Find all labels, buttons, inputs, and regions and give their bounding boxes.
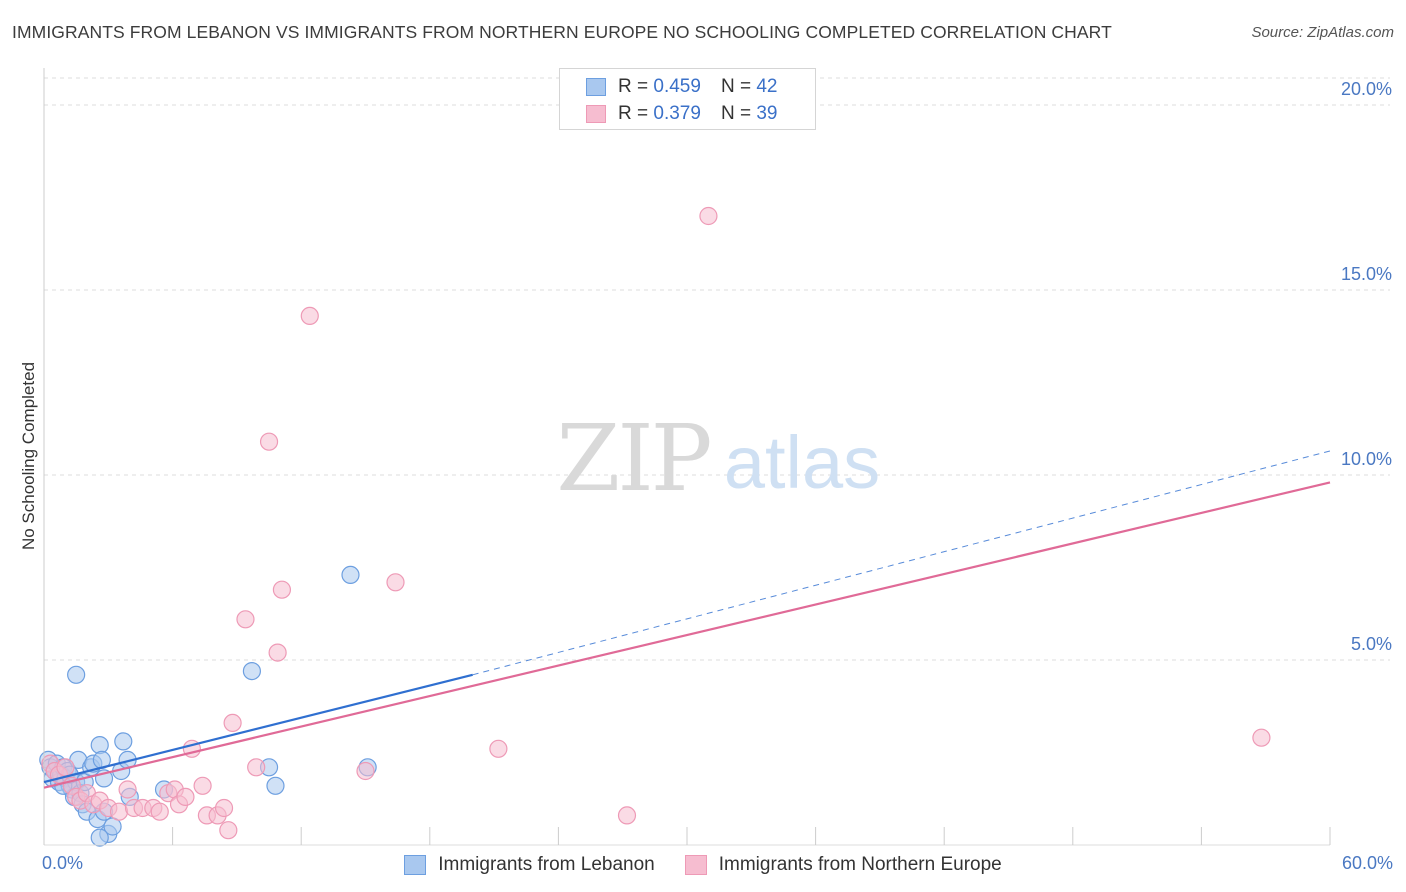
legend-label-northern-europe: Immigrants from Northern Europe (718, 854, 1002, 875)
data-point-pink (118, 780, 137, 799)
legend-r-value: 0.459 (653, 76, 701, 97)
legend-r-label: R = (618, 76, 649, 97)
data-point-pink (272, 580, 292, 599)
stats-legend: R = 0.459 N = 42 R = 0.379 N = 39 (559, 68, 816, 130)
data-point-pink (223, 713, 242, 733)
chart-source: Source: ZipAtlas.com (1251, 24, 1394, 41)
data-point-pink (699, 206, 718, 226)
trend-layer (43, 450, 1331, 789)
data-point-pink (268, 643, 287, 662)
data-point-pink (300, 306, 319, 325)
data-point-blue (266, 776, 285, 795)
y-tick-label: 10.0% (1341, 449, 1392, 469)
data-point-blue (90, 735, 109, 755)
grid-layer (44, 77, 1390, 661)
legend-n-value: 39 (756, 103, 778, 124)
axis-layer: 5.0% 10.0% 15.0% 20.0% 0.0% 60.0% (42, 68, 1393, 873)
legend-row-lebanon: R = 0.459 N = 42 (586, 75, 777, 99)
y-tick-label: 15.0% (1341, 264, 1392, 284)
trend-line-pink (43, 481, 1331, 789)
data-point-blue (242, 661, 262, 681)
y-tick-label: 5.0% (1351, 634, 1392, 654)
x-tick-label: 60.0% (1342, 853, 1393, 873)
y-tick-label: 20.0% (1341, 79, 1392, 99)
legend-swatch-blue (404, 855, 427, 875)
data-point-pink (1252, 728, 1271, 747)
data-point-pink (489, 739, 508, 758)
data-point-pink (193, 776, 212, 795)
watermark: ZIP atlas (556, 405, 880, 512)
data-point-pink (356, 761, 375, 781)
data-point-pink (386, 573, 405, 592)
trend-line-blue (43, 673, 473, 784)
data-point-blue (341, 565, 360, 585)
legend-swatch-blue (586, 78, 606, 96)
data-point-pink (247, 758, 266, 777)
data-point-pink (219, 821, 238, 840)
x-tick-label: 0.0% (42, 853, 83, 873)
watermark-zip: ZIP (556, 405, 709, 512)
legend-swatch-pink (586, 105, 606, 123)
points-layer (39, 206, 1271, 847)
legend-r-label: R = (618, 103, 649, 124)
legend-n-label: N = (720, 76, 752, 97)
legend-swatch-pink (684, 855, 707, 875)
data-point-pink (109, 802, 129, 821)
data-point-pink (176, 787, 195, 807)
data-point-blue (90, 828, 109, 847)
data-point-pink (150, 802, 169, 821)
data-point-blue (67, 665, 86, 684)
legend-row-northern-europe: R = 0.379 N = 39 (586, 102, 777, 126)
data-point-blue (114, 732, 133, 751)
watermark-atlas: atlas (724, 421, 880, 504)
series-legend: Immigrants from Lebanon Immigrants from … (0, 852, 1406, 878)
legend-r-value: 0.379 (653, 103, 701, 124)
legend-n-label: N = (720, 103, 752, 124)
data-point-pink (259, 432, 279, 451)
data-point-pink (214, 798, 234, 818)
legend-label-lebanon: Immigrants from Lebanon (438, 854, 655, 875)
legend-item-lebanon[interactable]: Immigrants from Lebanon (404, 854, 655, 876)
data-point-pink (236, 610, 255, 629)
trend-line-dashed (472, 450, 1331, 676)
chart-title: IMMIGRANTS FROM LEBANON VS IMMIGRANTS FR… (12, 22, 1112, 42)
y-axis-label: No Schooling Completed (19, 362, 38, 550)
legend-n-value: 42 (756, 76, 778, 97)
data-point-pink (56, 758, 75, 777)
data-point-pink (617, 806, 637, 825)
legend-item-northern-europe[interactable]: Immigrants from Northern Europe (684, 854, 1002, 876)
